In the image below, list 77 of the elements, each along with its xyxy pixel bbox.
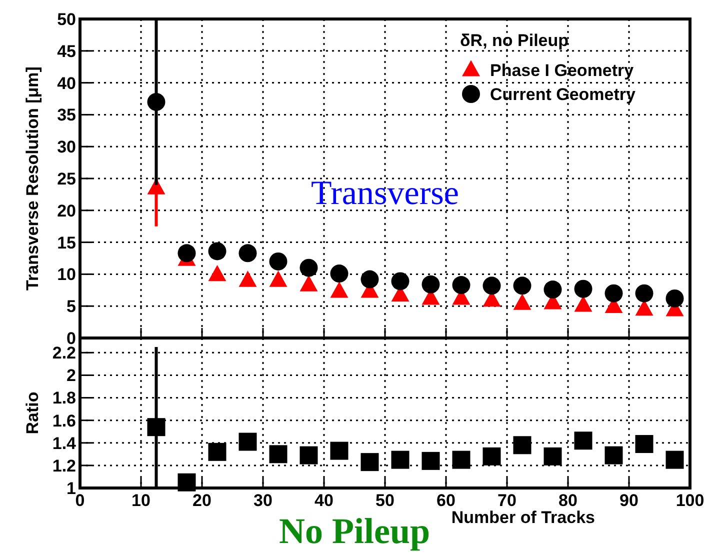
- point: [513, 294, 532, 310]
- x-tick-label: 10: [132, 491, 150, 510]
- x-tick-label: 100: [676, 491, 704, 510]
- point: [482, 276, 501, 295]
- y-tick-label: 1.2: [52, 456, 76, 476]
- y-tick-label: 2: [66, 366, 76, 386]
- y-tick-label: 5: [66, 297, 76, 316]
- point: [208, 242, 226, 260]
- point: [238, 244, 257, 262]
- legend-label: Current Geometry: [490, 84, 636, 104]
- point: [208, 264, 226, 282]
- point: [452, 276, 470, 294]
- x-tick-label: 90: [620, 491, 638, 510]
- y-tick-label: 1.6: [52, 411, 76, 430]
- point: [360, 453, 379, 472]
- point: [330, 264, 348, 283]
- y-tick-label: 1.4: [52, 434, 77, 453]
- y-tick-label: 20: [57, 201, 76, 220]
- x-axis-title: Number of Tracks: [451, 508, 595, 527]
- x-tick-label: 60: [436, 491, 456, 510]
- x-tick-label: 50: [376, 491, 394, 510]
- point: [391, 450, 410, 469]
- point: [238, 270, 257, 287]
- y-tick-label: 45: [57, 42, 76, 61]
- point: [604, 284, 623, 302]
- point: [391, 272, 410, 290]
- x-tick-label: 70: [498, 491, 516, 510]
- point: [147, 418, 166, 436]
- x-tick-label: 20: [192, 491, 212, 510]
- y-tick-label: 15: [57, 233, 76, 252]
- point: [208, 442, 226, 461]
- y-tick-label: 25: [57, 169, 76, 188]
- point: [544, 447, 562, 466]
- point: [574, 432, 592, 450]
- point: [178, 244, 196, 262]
- y-tick-label: 10: [57, 265, 76, 284]
- y-axis-title: Ratio: [23, 392, 42, 434]
- point: [238, 432, 257, 451]
- point: [422, 452, 440, 470]
- point: [513, 436, 532, 454]
- y-tick-label: 50: [57, 10, 76, 29]
- point: [330, 442, 348, 460]
- annotation: Transverse: [311, 175, 459, 212]
- point: [666, 289, 684, 308]
- y-tick-label: 1: [66, 478, 76, 498]
- point: [300, 258, 318, 277]
- point: [513, 276, 532, 295]
- y-tick-label: 1.8: [52, 388, 76, 408]
- legend-title: δR, no Pileup: [460, 31, 569, 50]
- point: [300, 446, 318, 464]
- text: No Pileup: [278, 511, 430, 551]
- legend-label: Phase I Geometry: [490, 60, 634, 80]
- point: [300, 275, 318, 292]
- y-tick-label: 40: [57, 74, 76, 93]
- point: [360, 270, 379, 288]
- y-tick-label: 30: [57, 138, 76, 157]
- x-tick-label: 80: [558, 491, 578, 510]
- y-tick-label: 35: [57, 106, 76, 125]
- point: [544, 280, 562, 299]
- point: [269, 445, 288, 464]
- point: [574, 280, 592, 298]
- point: [269, 252, 288, 270]
- point: [635, 435, 654, 454]
- point: [635, 284, 654, 302]
- x-tick-label: 30: [254, 491, 272, 510]
- point: [482, 447, 501, 466]
- point: [666, 450, 684, 469]
- point: [178, 473, 196, 492]
- point: [330, 282, 348, 298]
- x-tick-label: 40: [314, 491, 334, 510]
- point: [422, 275, 440, 294]
- point: [269, 270, 288, 287]
- y-axis-title: Transverse Resolution [μm]: [23, 66, 42, 290]
- point: [147, 92, 166, 111]
- point: [452, 450, 470, 469]
- point: [574, 296, 592, 312]
- point: [604, 446, 623, 464]
